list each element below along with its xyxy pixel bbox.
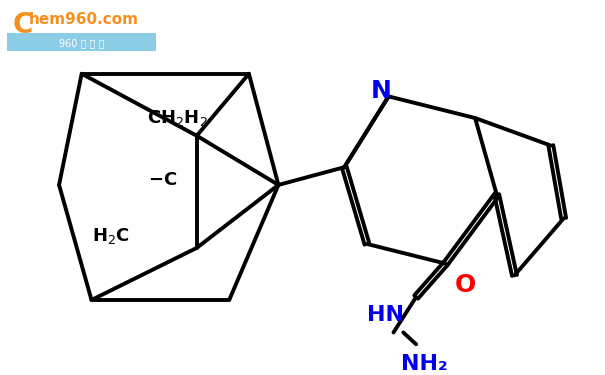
Text: $\mathregular{-}$C: $\mathregular{-}$C [148, 171, 177, 189]
FancyBboxPatch shape [7, 33, 157, 51]
Text: 960 化 工 网: 960 化 工 网 [59, 38, 105, 48]
Text: N: N [370, 80, 391, 104]
Text: HN: HN [367, 305, 404, 325]
Text: CH$_2$H$_2$: CH$_2$H$_2$ [146, 108, 208, 128]
Text: H$_2$C: H$_2$C [93, 226, 130, 246]
Text: hem960.com: hem960.com [28, 12, 139, 27]
Text: C: C [13, 10, 33, 39]
Text: O: O [455, 273, 476, 297]
Text: NH₂: NH₂ [401, 354, 447, 374]
